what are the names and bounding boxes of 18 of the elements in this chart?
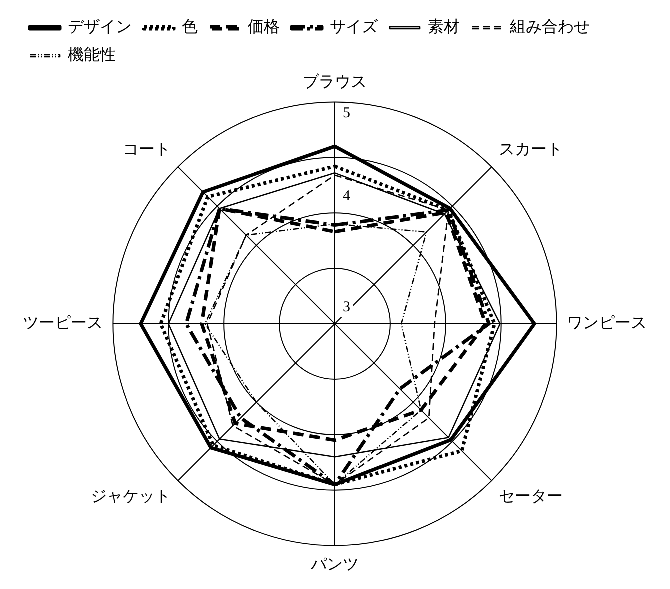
legend-label: デザイン xyxy=(68,17,132,36)
legend-label: 組み合わせ xyxy=(509,17,590,36)
spoke-label: セーター xyxy=(498,486,563,506)
spoke-label: スカート xyxy=(498,140,563,159)
spoke-label: コート xyxy=(123,140,172,159)
spoke-label: ワンピース xyxy=(566,313,647,332)
legend-label: サイズ xyxy=(330,17,379,36)
y-tick-label: 3 xyxy=(343,299,350,316)
legend-label: 素材 xyxy=(428,17,460,36)
legend-label: 色 xyxy=(182,17,198,36)
y-tick-label: 4 xyxy=(343,188,351,205)
spoke-label: ジャケット xyxy=(91,486,172,506)
y-tick-label: 5 xyxy=(343,106,350,122)
spoke-label: パンツ xyxy=(310,554,359,574)
legend-label: 価格 xyxy=(248,17,280,36)
spoke-label: ブラウス xyxy=(303,72,367,91)
spoke-label: ツーピース xyxy=(23,313,104,332)
legend-label: 機能性 xyxy=(68,45,116,64)
